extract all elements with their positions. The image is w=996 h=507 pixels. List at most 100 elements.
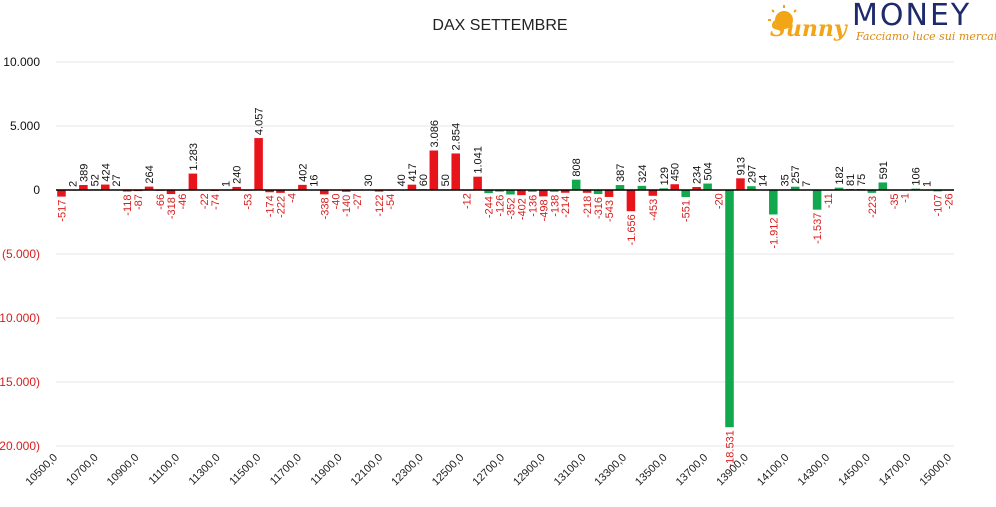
data-label: 450 [670, 163, 682, 181]
data-label: 129 [659, 167, 671, 185]
bar [276, 190, 285, 193]
x-tick-label: 12500,0 [430, 452, 467, 489]
bar [473, 176, 482, 190]
data-label: -136 [527, 195, 539, 217]
data-label: -54 [385, 194, 397, 210]
bar [254, 138, 263, 190]
bar [670, 184, 680, 190]
data-label: -27 [352, 193, 364, 209]
bar [122, 190, 132, 192]
x-tick-label: 14300,0 [796, 452, 833, 489]
data-label: -316 [593, 197, 605, 219]
x-tick-label: 14500,0 [836, 452, 873, 489]
data-label: -46 [177, 194, 189, 210]
data-label: 1 [221, 181, 233, 187]
data-label: -107 [933, 194, 945, 216]
data-label: -66 [155, 194, 167, 210]
data-label: -140 [341, 195, 353, 217]
gridlines [56, 61, 954, 447]
sunny-money-logo: Sunny MONEY Facciamo luce sui mercati [764, 0, 996, 48]
bar [451, 153, 460, 190]
x-tick-label: 10900,0 [105, 452, 142, 489]
y-tick-label: (5.000) [2, 247, 40, 261]
bar [648, 190, 658, 196]
data-label: 389 [78, 164, 90, 182]
bar [769, 190, 778, 215]
data-label: 808 [571, 158, 583, 176]
data-label: -87 [133, 194, 145, 210]
bar [692, 187, 701, 190]
bar [736, 178, 745, 190]
data-label: -453 [648, 199, 660, 221]
bar [867, 190, 877, 193]
data-label: 2 [67, 181, 79, 187]
data-label: -22 [199, 193, 211, 209]
bar [495, 190, 504, 192]
data-label: -12 [462, 193, 474, 209]
x-tick-label: 12100,0 [349, 452, 386, 489]
data-label: -20 [714, 193, 726, 209]
data-label: 1.041 [473, 146, 485, 174]
data-label: 4.057 [254, 108, 266, 136]
data-label: 3.086 [429, 120, 441, 148]
y-tick-label: 0 [33, 183, 40, 197]
bar [265, 190, 274, 193]
data-label: -40 [330, 194, 342, 210]
data-label: 504 [703, 162, 715, 180]
data-label: 324 [637, 164, 649, 182]
data-label: 424 [100, 163, 112, 181]
data-label: -174 [265, 195, 277, 217]
data-label: 1.283 [188, 143, 200, 171]
data-label: -1 [900, 193, 912, 203]
x-axis-ticks: 10500,0 10700,0 10900,0 11100,0 11300,0 11500… [24, 452, 955, 489]
bar [571, 179, 581, 190]
data-label: 35 [779, 174, 791, 186]
bar [659, 188, 669, 190]
data-label: -551 [681, 200, 693, 222]
bar [166, 190, 176, 195]
bar [604, 190, 614, 197]
bar [528, 190, 537, 192]
data-label: -543 [604, 200, 616, 222]
chart-title: DAX SETTEMBRE [432, 17, 567, 34]
y-axis-ticks: 10.000 5.000 0 (5.000) (10.000) (15.000) (20.0… [0, 55, 40, 453]
bar [188, 173, 198, 190]
bar [637, 185, 647, 190]
bar [812, 190, 822, 210]
x-tick-label: 11300,0 [187, 452, 223, 488]
data-label: 387 [615, 164, 627, 182]
data-label: -352 [505, 198, 517, 220]
data-label: 75 [856, 174, 868, 186]
bar [232, 186, 241, 190]
bar [374, 190, 384, 192]
data-label: 52 [89, 174, 101, 186]
data-label: 297 [746, 165, 758, 183]
bar [320, 190, 329, 195]
bar [725, 190, 734, 428]
data-label: 50 [440, 174, 452, 186]
bar [550, 190, 559, 192]
data-label: -53 [243, 194, 255, 210]
x-tick-label: 10700,0 [64, 452, 101, 489]
data-label: -214 [560, 196, 572, 218]
bar [747, 186, 756, 190]
bar [878, 182, 888, 190]
logo-script-text: Sunny [770, 16, 849, 42]
data-label: -402 [516, 198, 528, 220]
data-label: -222 [276, 196, 288, 218]
bar [101, 184, 110, 190]
x-tick-label: 13300,0 [592, 452, 629, 489]
data-label: -26 [944, 193, 956, 209]
bar [517, 190, 526, 196]
data-label: 1 [922, 181, 934, 187]
data-label: 591 [878, 161, 890, 179]
data-label: 257 [790, 165, 802, 183]
data-label: 30 [363, 174, 375, 186]
data-label: -338 [319, 197, 331, 219]
data-label: 913 [735, 157, 747, 175]
data-label: 264 [144, 165, 156, 183]
sun-icon: Sunny [768, 5, 849, 42]
y-tick-label: 5.000 [10, 119, 40, 133]
bar [834, 187, 844, 190]
